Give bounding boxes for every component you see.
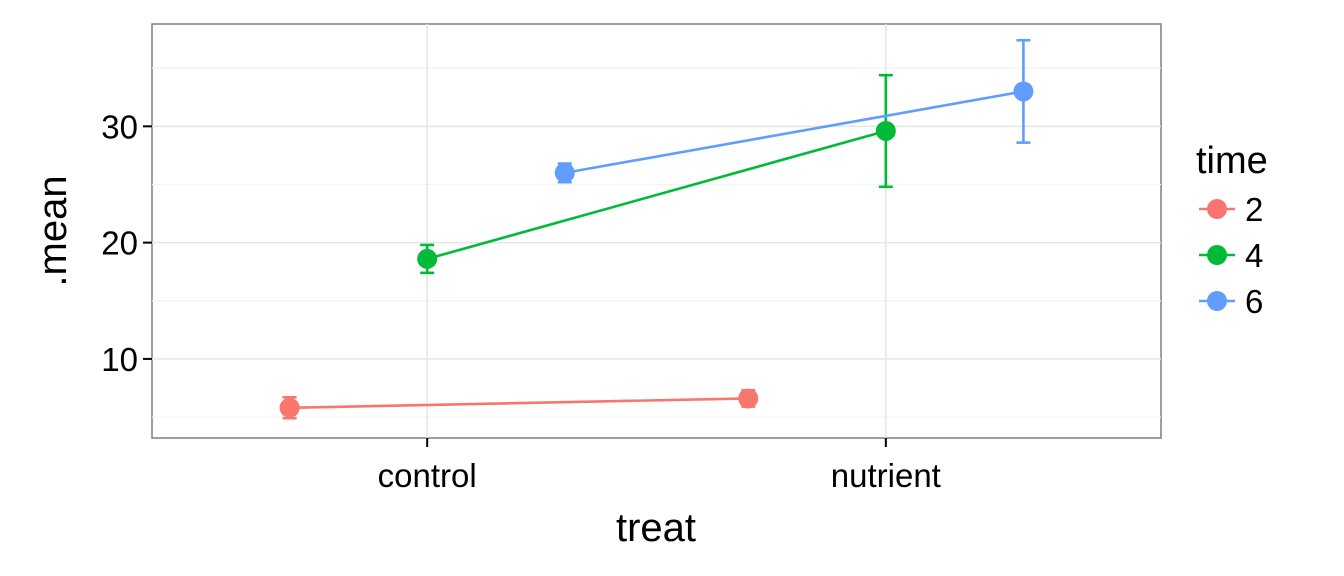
legend-item-2: 2: [1199, 191, 1263, 228]
legend-item-6: 6: [1199, 283, 1263, 320]
data-point: [875, 120, 896, 141]
legend-key-point: [1207, 245, 1227, 265]
legend-key-point: [1207, 291, 1227, 311]
legend-item-label: 6: [1245, 283, 1263, 320]
series-4: [417, 73, 896, 275]
series-line: [426, 129, 887, 261]
data-point: [1013, 81, 1034, 102]
x-axis-label: treat: [616, 506, 696, 550]
data-point: [554, 162, 575, 183]
y-axis-ticks: 10 20 30: [101, 108, 152, 378]
data-point: [417, 248, 438, 269]
x-tick-label: control: [378, 457, 477, 494]
data-point: [738, 388, 759, 409]
plot-panel: [151, 23, 1162, 439]
legend-key-point: [1207, 199, 1227, 219]
series-layer: [279, 38, 1034, 420]
legend-item-label: 2: [1245, 191, 1263, 228]
series-2: [279, 388, 759, 420]
grid-lines: [152, 24, 1161, 438]
y-tick-label: 30: [101, 108, 138, 145]
y-tick-label: 10: [101, 341, 138, 378]
legend: time 2 4 6: [1196, 140, 1268, 320]
y-tick-label: 20: [101, 225, 138, 262]
data-point: [279, 397, 300, 418]
series-line: [564, 90, 1024, 175]
legend-item-4: 4: [1199, 237, 1263, 274]
x-tick-label: nutrient: [831, 457, 941, 494]
x-axis-ticks: control nutrient: [378, 438, 941, 494]
series-6: [554, 38, 1034, 184]
legend-item-label: 4: [1245, 237, 1263, 274]
series-line: [289, 397, 749, 410]
y-axis-label: .mean: [31, 175, 75, 286]
legend-title: time: [1196, 140, 1268, 182]
